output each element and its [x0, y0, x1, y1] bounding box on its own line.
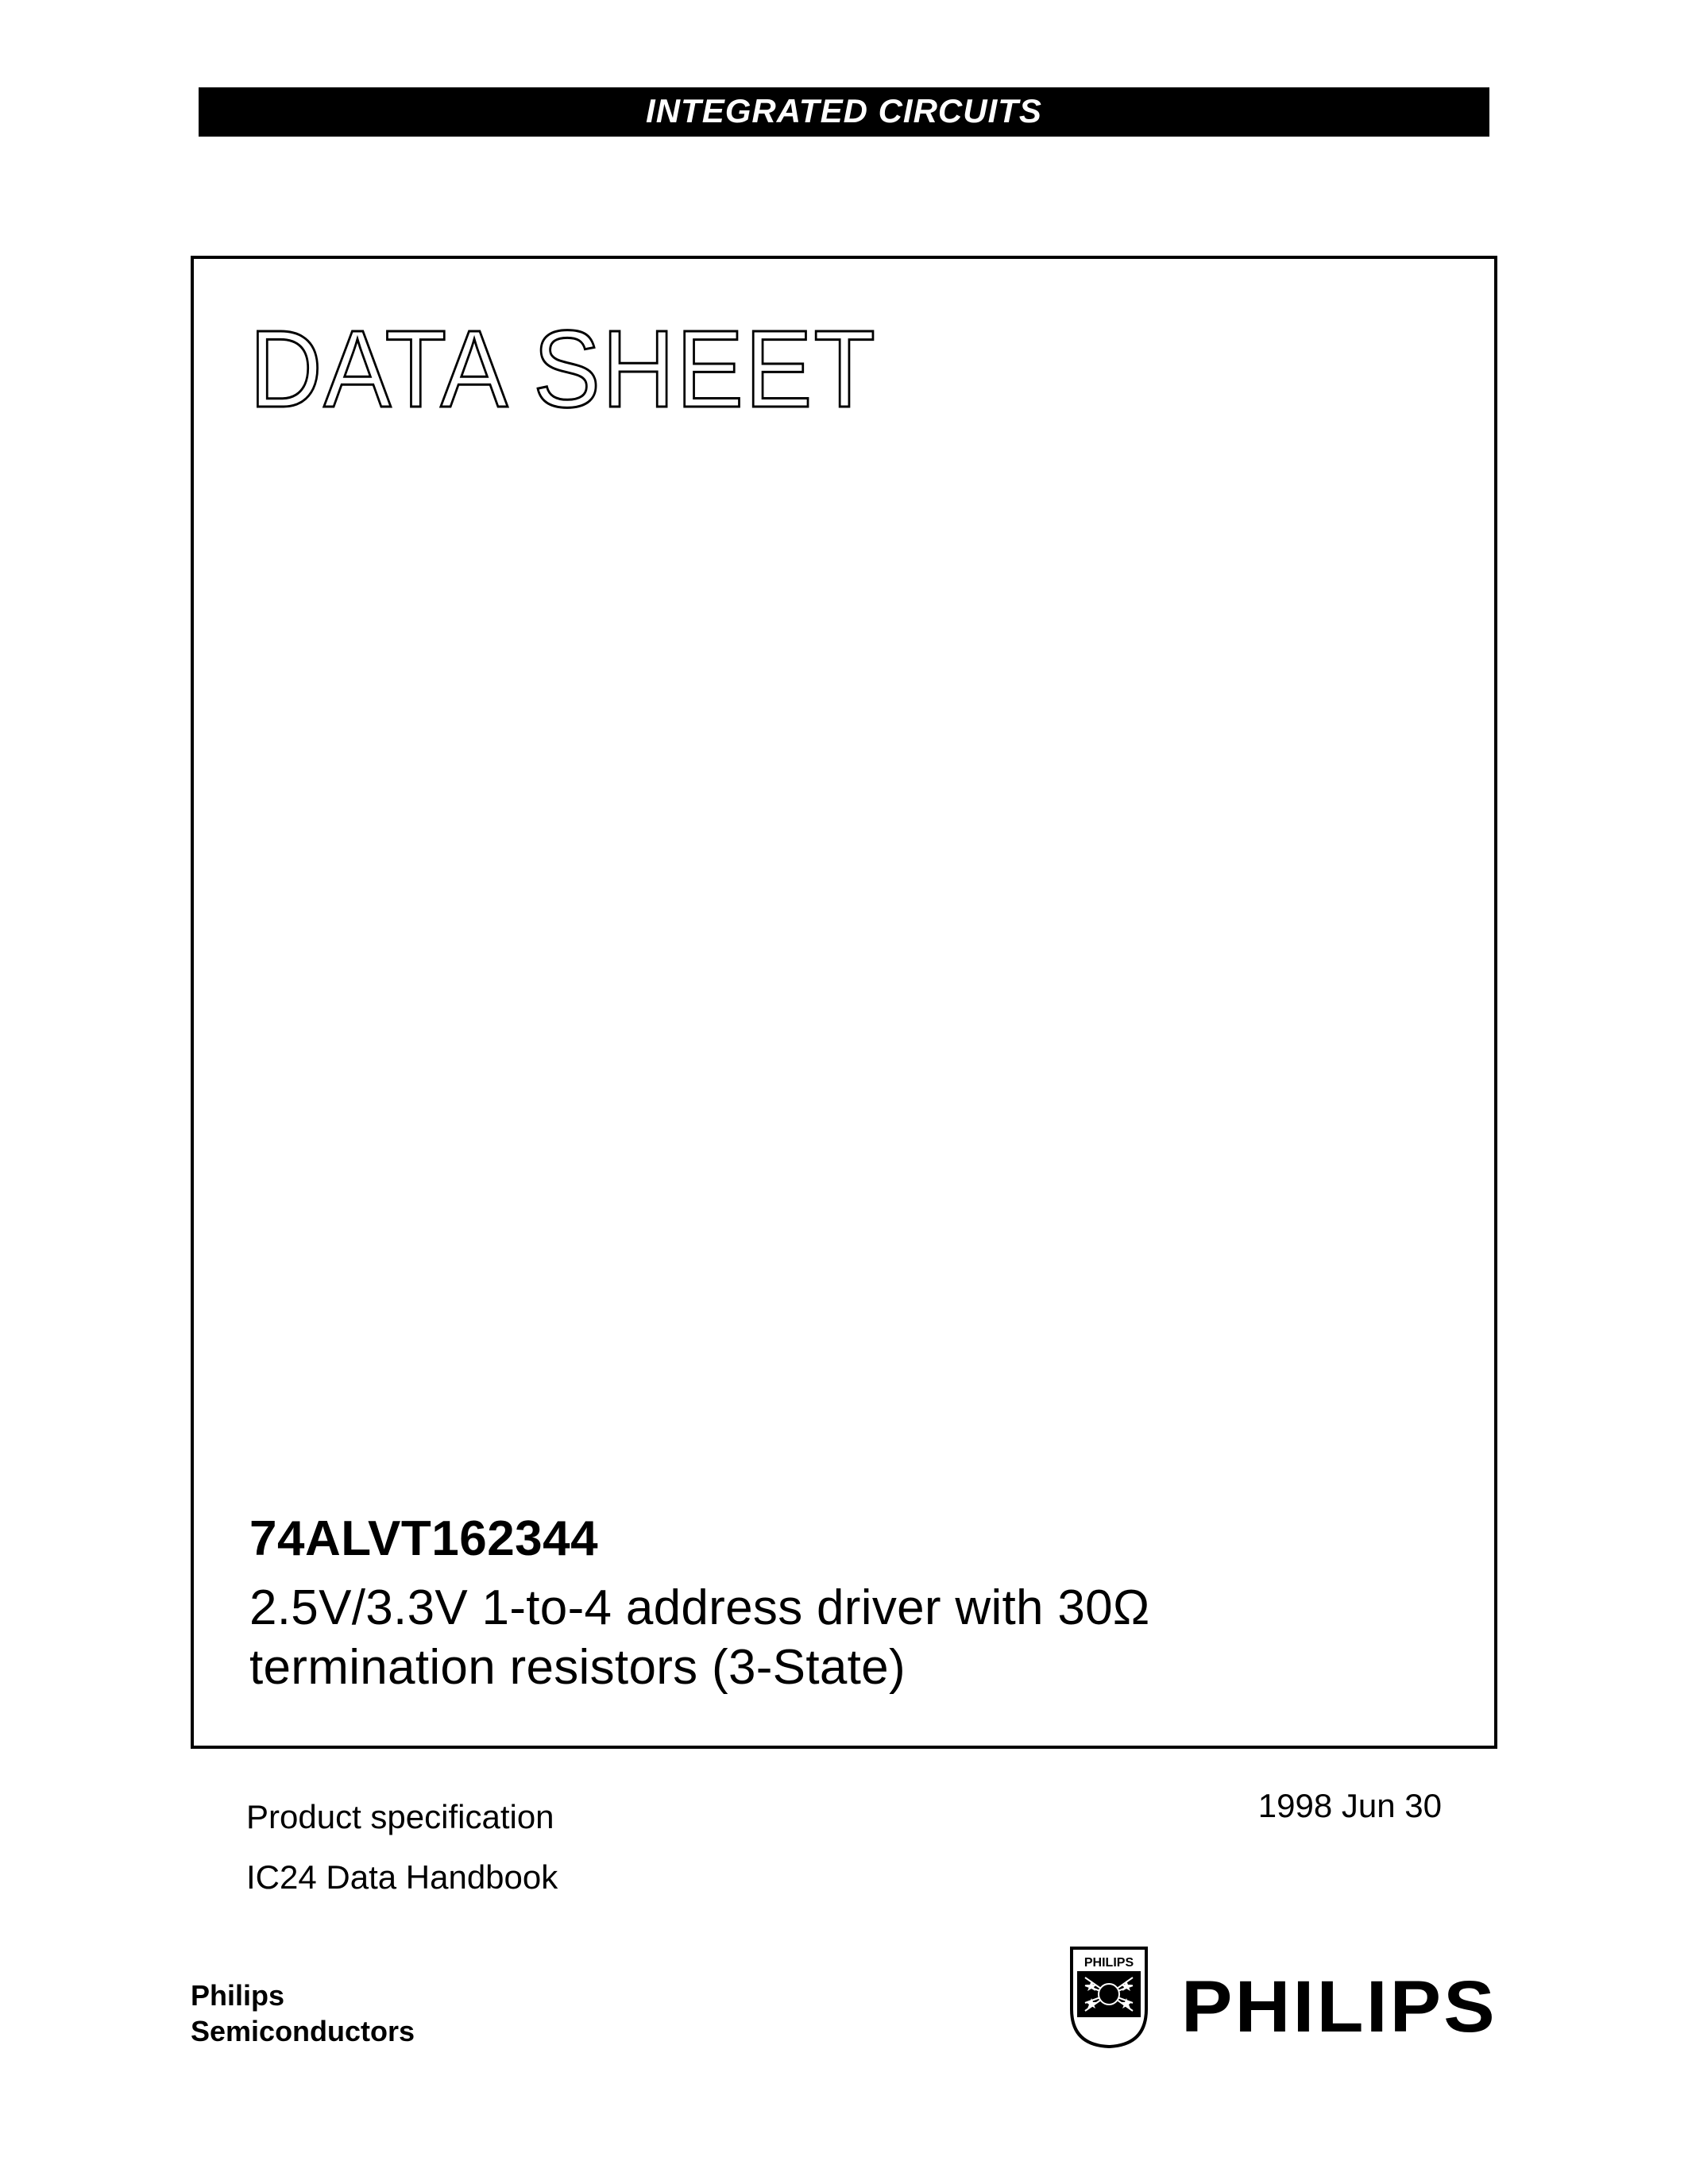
footer-company-block: Philips Semiconductors [191, 1978, 415, 2049]
shield-text: PHILIPS [1084, 1956, 1134, 1970]
footer-company-line1: Philips [191, 1979, 284, 2012]
footer-row: Philips Semiconductors PHILIPS [191, 1946, 1497, 2049]
spec-handbook-block: Product specification IC24 Data Handbook [246, 1787, 558, 1907]
part-description: 2.5V/3.3V 1-to-4 address driver with 30Ω… [249, 1578, 1439, 1698]
philips-shield-icon: PHILIPS [1069, 1946, 1149, 2049]
header-banner: INTEGRATED CIRCUITS [199, 87, 1489, 137]
part-description-line1: 2.5V/3.3V 1-to-4 address driver with 30Ω [249, 1580, 1150, 1635]
page-root: INTEGRATED CIRCUITS DATA SHEET 74ALVT162… [0, 0, 1688, 2184]
main-bordered-box: DATA SHEET 74ALVT162344 2.5V/3.3V 1-to-4… [191, 256, 1497, 1749]
footer-company-line2: Semiconductors [191, 2015, 415, 2047]
datasheet-outline-title: DATA SHEET [249, 307, 1343, 433]
date-label: 1998 Jun 30 [1258, 1787, 1442, 1825]
product-block: 74ALVT162344 2.5V/3.3V 1-to-4 address dr… [249, 1511, 1439, 1698]
part-number: 74ALVT162344 [249, 1511, 1439, 1567]
handbook-label: IC24 Data Handbook [246, 1847, 558, 1908]
product-specification-label: Product specification [246, 1787, 558, 1847]
part-description-line2: termination resistors (3-State) [249, 1640, 906, 1695]
footer-brand-block: PHILIPS PHILIPS [1069, 1946, 1497, 2049]
header-banner-text: INTEGRATED CIRCUITS [646, 92, 1042, 129]
brand-wordmark: PHILIPS [1181, 1966, 1497, 2049]
below-box-row: Product specification IC24 Data Handbook… [191, 1787, 1497, 1907]
